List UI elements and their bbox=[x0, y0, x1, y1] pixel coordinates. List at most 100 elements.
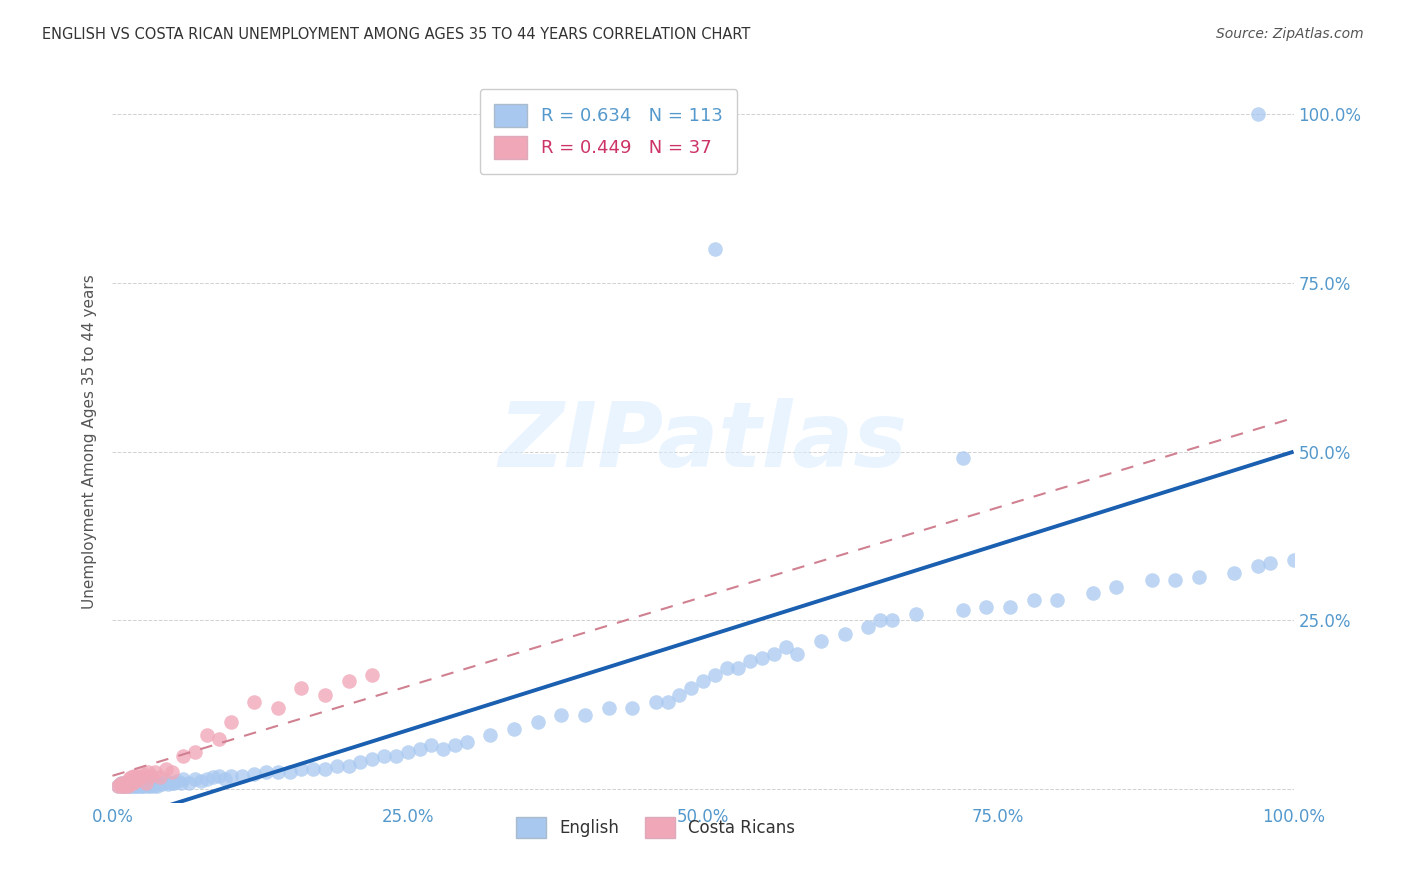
Point bbox=[762, 647, 785, 661]
Point bbox=[184, 745, 207, 759]
Point bbox=[385, 748, 408, 763]
Point bbox=[420, 739, 443, 753]
Point bbox=[132, 777, 155, 791]
Point bbox=[179, 775, 201, 789]
Point bbox=[337, 674, 360, 689]
Text: Source: ZipAtlas.com: Source: ZipAtlas.com bbox=[1216, 27, 1364, 41]
Point bbox=[115, 775, 138, 789]
Point bbox=[1282, 552, 1305, 566]
Point bbox=[138, 777, 160, 791]
Point bbox=[156, 777, 179, 791]
Point bbox=[120, 779, 142, 793]
Point bbox=[314, 762, 336, 776]
Point bbox=[326, 758, 349, 772]
Point bbox=[160, 775, 183, 789]
Point bbox=[703, 667, 725, 681]
Point bbox=[155, 774, 177, 789]
Point bbox=[243, 694, 266, 708]
Point bbox=[751, 650, 773, 665]
Point bbox=[190, 774, 212, 789]
Point bbox=[880, 614, 903, 628]
Point bbox=[444, 739, 467, 753]
Point bbox=[120, 777, 142, 791]
Point bbox=[160, 765, 183, 780]
Point bbox=[114, 779, 136, 793]
Point bbox=[810, 633, 832, 648]
Point bbox=[1188, 569, 1211, 583]
Point bbox=[408, 741, 430, 756]
Point bbox=[479, 728, 502, 742]
Point bbox=[834, 627, 856, 641]
Point bbox=[278, 765, 301, 780]
Point bbox=[149, 775, 172, 789]
Point bbox=[135, 775, 157, 789]
Point bbox=[121, 775, 143, 789]
Point bbox=[668, 688, 690, 702]
Point bbox=[110, 775, 132, 789]
Point bbox=[125, 775, 148, 789]
Point bbox=[1022, 593, 1045, 607]
Point bbox=[952, 603, 974, 617]
Point bbox=[112, 777, 135, 791]
Point bbox=[290, 681, 312, 695]
Point bbox=[976, 599, 998, 614]
Point bbox=[201, 770, 224, 784]
Point bbox=[107, 779, 129, 793]
Point bbox=[136, 779, 159, 793]
Point bbox=[775, 640, 797, 655]
Point bbox=[120, 777, 142, 791]
Point bbox=[120, 779, 142, 793]
Point bbox=[117, 779, 139, 793]
Point bbox=[243, 767, 266, 781]
Point bbox=[129, 775, 152, 789]
Point bbox=[172, 772, 194, 787]
Point bbox=[727, 661, 749, 675]
Point bbox=[127, 779, 149, 793]
Text: ENGLISH VS COSTA RICAN UNEMPLOYMENT AMONG AGES 35 TO 44 YEARS CORRELATION CHART: ENGLISH VS COSTA RICAN UNEMPLOYMENT AMON… bbox=[42, 27, 751, 42]
Y-axis label: Unemployment Among Ages 35 to 44 years: Unemployment Among Ages 35 to 44 years bbox=[82, 274, 97, 609]
Point bbox=[503, 722, 526, 736]
Legend: English, Costa Ricans: English, Costa Ricans bbox=[510, 810, 801, 845]
Point bbox=[115, 777, 138, 791]
Point bbox=[703, 242, 725, 256]
Point bbox=[692, 674, 714, 689]
Point bbox=[125, 779, 148, 793]
Point bbox=[904, 607, 927, 621]
Point bbox=[142, 779, 165, 793]
Point bbox=[128, 779, 150, 793]
Point bbox=[134, 779, 156, 793]
Point bbox=[1223, 566, 1246, 581]
Point bbox=[135, 775, 157, 789]
Point bbox=[786, 647, 808, 661]
Point bbox=[108, 777, 131, 791]
Point bbox=[124, 777, 146, 791]
Point bbox=[526, 714, 548, 729]
Point bbox=[208, 769, 231, 783]
Point bbox=[118, 772, 141, 787]
Point bbox=[1105, 580, 1128, 594]
Point bbox=[184, 772, 207, 787]
Point bbox=[337, 758, 360, 772]
Point bbox=[267, 765, 290, 780]
Point bbox=[131, 779, 153, 793]
Point bbox=[136, 765, 159, 780]
Point bbox=[195, 772, 218, 787]
Point bbox=[1046, 593, 1069, 607]
Point bbox=[231, 769, 253, 783]
Point bbox=[1081, 586, 1104, 600]
Point bbox=[112, 779, 135, 793]
Point bbox=[869, 614, 891, 628]
Point bbox=[120, 770, 142, 784]
Point bbox=[1140, 573, 1163, 587]
Point bbox=[1247, 107, 1270, 121]
Point bbox=[111, 779, 134, 793]
Point bbox=[110, 779, 132, 793]
Point bbox=[121, 775, 143, 789]
Point bbox=[111, 775, 134, 789]
Point bbox=[114, 779, 136, 793]
Point bbox=[574, 708, 596, 723]
Point bbox=[219, 769, 242, 783]
Point bbox=[107, 779, 129, 793]
Point bbox=[208, 731, 231, 746]
Point bbox=[657, 694, 679, 708]
